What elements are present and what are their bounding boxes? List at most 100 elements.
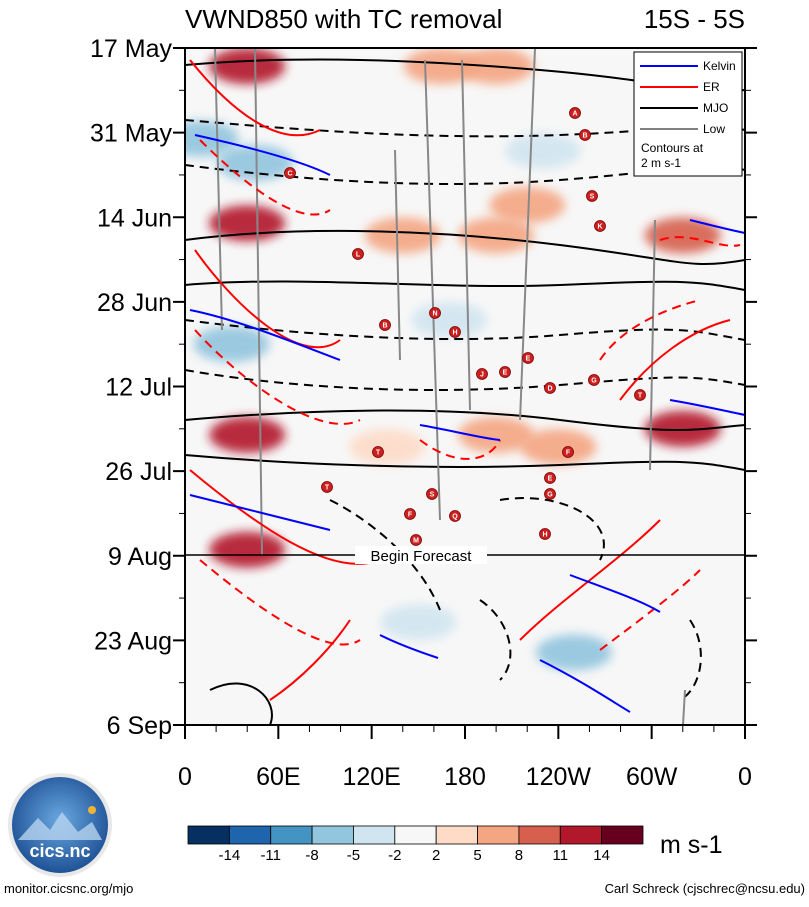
tc-marker-label: E [503,370,508,377]
y-tick-label: 23 Aug [94,627,172,655]
tc-marker [372,446,384,458]
tc-marker-label: G [591,378,597,385]
tc-marker-label: G [547,492,553,499]
anomaly-blob [403,48,480,85]
tc-marker-label: L [356,252,361,259]
kelvin-contour [194,134,331,176]
kelvin-contour [689,219,745,234]
tc-marker [426,488,438,500]
tc-marker [404,508,416,520]
mjo-contour [185,229,745,266]
forecast-label: Begin Forecast [371,548,473,565]
lat-band-label: 15S - 5S [644,4,745,34]
axes: 17 May 31 May 14 Jun 28 Jun 12 Jul 26 Jul 9 Au… [90,35,757,791]
forecast-label-bg [355,546,487,564]
y-tick-label: 26 Jul [105,458,172,486]
tc-marker [449,326,461,338]
tc-marker [449,510,461,522]
tc-marker [569,107,581,119]
x-tick-label: 120W [526,763,592,791]
anomaly-blob [458,217,535,254]
colorbar-cell [601,825,644,845]
colorbar-tick-label: -5 [347,847,360,864]
tc-marker [594,220,606,232]
colorbar-cell [353,825,396,845]
mjo-contour [185,409,745,431]
colorbar-tick-label: 11 [552,847,568,864]
tc-marker-label: S [590,194,595,201]
y-tick-label: 12 Jul [105,374,172,402]
legend: Kelvin ER MJO Low Contours at 2 m s-1 [633,51,743,177]
tc-markers: A B C S K L B N H J E E D G T T T F S E G F Q M H [284,107,646,546]
colorbar-tick-label: -11 [260,847,281,864]
x-tick-label: 0 [738,763,752,791]
tc-marker [379,319,391,331]
tc-marker [544,382,556,394]
tc-marker [321,481,333,493]
tc-marker-label: N [432,311,437,318]
mjo-contour [209,682,273,725]
low-contour [424,59,441,521]
x-tick-label: 60E [256,763,300,791]
anomaly-blob [380,604,457,641]
anomaly-shading [185,48,721,671]
colorbar-cell [187,825,230,845]
y-tick-label: 9 Aug [108,543,172,571]
tc-marker-label: B [382,323,387,330]
legend-note-line2: 2 m s-1 [641,156,681,170]
mjo-contour [679,619,702,701]
tc-marker-label: E [548,476,553,483]
colorbar-cell [270,825,313,845]
kelvin-contour [189,309,341,361]
y-tick-label: 31 May [90,120,172,148]
y-tick-label: 14 Jun [97,204,172,232]
tc-marker-label: F [566,450,571,457]
tc-marker [588,374,600,386]
anomaly-blob [489,187,566,224]
er-contour [519,519,661,641]
colorbar: -14 -11 -8 -5 -2 2 5 8 11 14 [187,825,644,864]
er-contour [194,249,341,348]
y-tick-label: 28 Jun [97,289,172,317]
anomaly-blob [504,132,581,169]
legend-label: Low [703,122,725,136]
low-contour [682,689,686,725]
er-contour [619,319,731,401]
anomaly-blob [364,217,441,254]
tc-marker [410,534,422,546]
tc-marker-label: S [430,492,435,499]
logo-mountains [18,812,102,840]
footer-url: monitor.cicsnc.org/mjo [4,881,133,896]
y-tick-label: 6 Sep [107,712,172,740]
x-tick-label: 60W [626,763,678,791]
units-label: m s-1 [660,831,723,859]
mjo-contour [479,599,512,681]
tc-marker [544,488,556,500]
tc-marker [284,167,296,179]
colorbar-cell [394,825,437,845]
tc-marker-label: Q [452,514,458,521]
low-contour [649,219,656,471]
low-contour [461,59,471,411]
low-contour [254,48,263,556]
tc-marker-label: H [452,330,457,337]
tc-marker [579,129,591,141]
anomaly-blob [458,416,535,453]
anomaly-blob [209,48,286,85]
tc-marker [634,389,646,401]
mjo-contour [185,280,745,291]
tc-marker-label: M [413,538,419,545]
y-tick-label: 17 May [90,35,172,63]
kelvin-contour [419,424,501,441]
colorbar-tick-label: 8 [515,847,523,864]
tc-marker [544,472,556,484]
tc-marker [499,366,511,378]
colorbar-cell [311,825,354,845]
anomaly-blob [193,326,270,363]
kelvin-contour [189,494,331,531]
plot-frame [184,47,746,726]
legend-box [633,51,743,177]
tc-marker [586,190,598,202]
tc-marker-label: F [408,512,413,519]
